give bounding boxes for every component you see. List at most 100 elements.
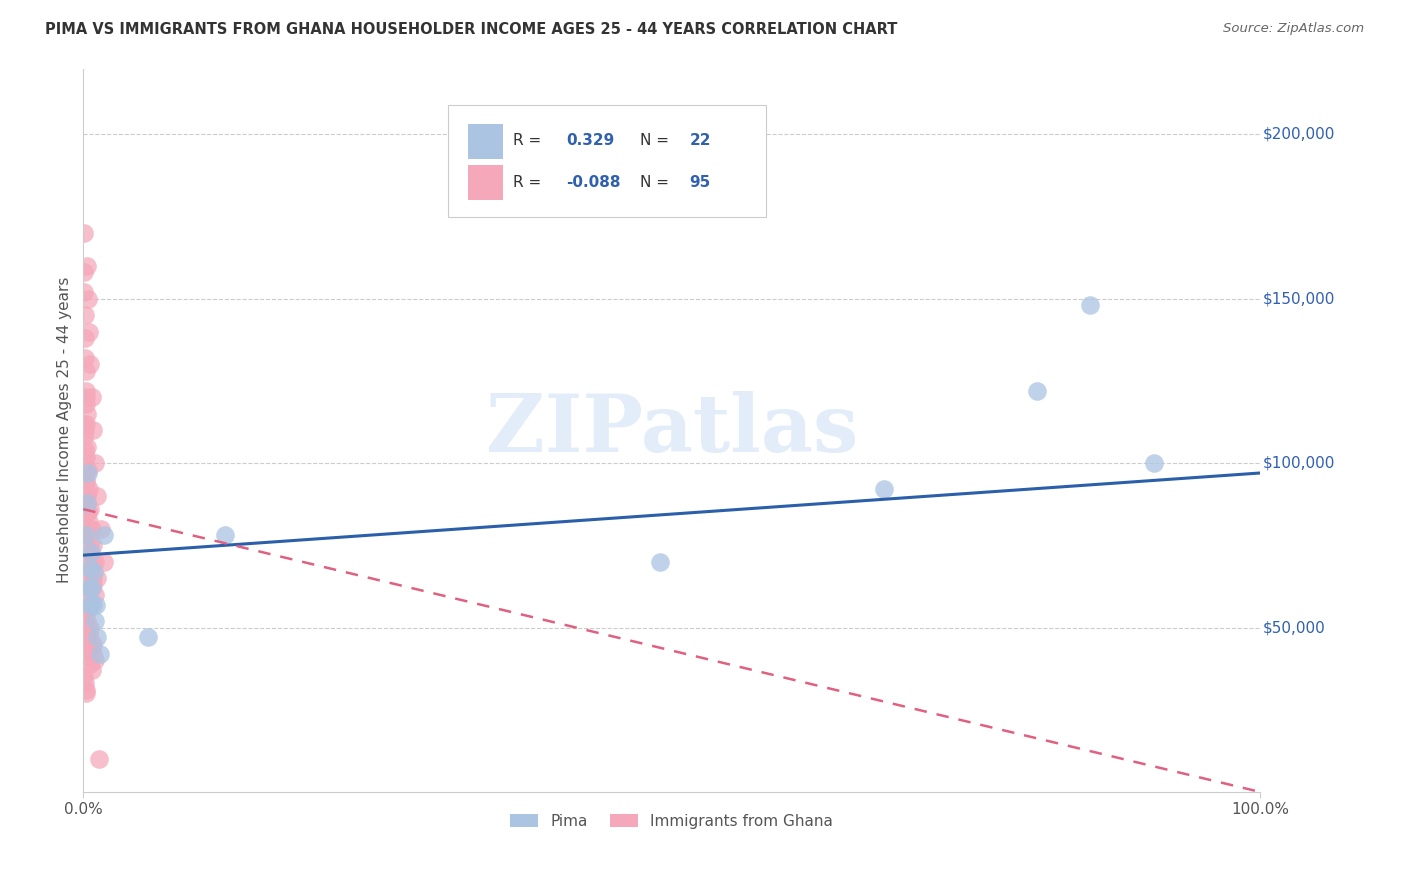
Point xyxy=(79,358,101,372)
Point xyxy=(73,670,96,684)
Point xyxy=(93,555,115,569)
Point xyxy=(75,686,97,700)
Text: 22: 22 xyxy=(689,134,711,148)
Point xyxy=(77,325,100,339)
Point xyxy=(75,631,97,645)
Point xyxy=(77,463,100,477)
Point xyxy=(73,456,96,470)
Point xyxy=(77,581,100,595)
Point xyxy=(84,456,107,470)
Point xyxy=(77,466,100,480)
Point xyxy=(75,364,97,378)
FancyBboxPatch shape xyxy=(468,124,503,159)
Point xyxy=(76,440,98,454)
Text: $150,000: $150,000 xyxy=(1263,291,1334,306)
Text: -0.088: -0.088 xyxy=(565,176,620,190)
Point xyxy=(84,653,107,667)
Point xyxy=(73,423,96,437)
FancyBboxPatch shape xyxy=(468,165,503,200)
Point xyxy=(90,522,112,536)
Point xyxy=(75,600,97,615)
Text: 0.329: 0.329 xyxy=(565,134,614,148)
Point xyxy=(79,621,101,635)
Point xyxy=(77,551,100,566)
Point xyxy=(75,390,97,404)
Point xyxy=(80,555,103,569)
Point xyxy=(87,752,110,766)
Point xyxy=(73,532,96,546)
Point xyxy=(73,584,96,599)
Point xyxy=(76,407,98,421)
Point xyxy=(82,647,104,661)
Point xyxy=(73,676,96,690)
Point xyxy=(214,528,236,542)
Point xyxy=(80,571,103,585)
Point xyxy=(82,423,104,437)
Point xyxy=(77,545,100,559)
Point xyxy=(77,292,100,306)
Point xyxy=(80,640,103,655)
Legend: Pima, Immigrants from Ghana: Pima, Immigrants from Ghana xyxy=(505,807,839,835)
Text: R =: R = xyxy=(513,134,541,148)
Point xyxy=(82,598,104,612)
Point xyxy=(76,574,98,589)
Point xyxy=(77,522,100,536)
Point xyxy=(84,598,107,612)
Point xyxy=(80,522,103,536)
Point xyxy=(73,442,96,457)
Point xyxy=(75,417,97,431)
Point xyxy=(75,466,97,480)
Text: $100,000: $100,000 xyxy=(1263,456,1334,471)
Point xyxy=(84,555,107,569)
Point xyxy=(75,473,97,487)
Point xyxy=(872,483,894,497)
Point xyxy=(1078,298,1101,312)
FancyBboxPatch shape xyxy=(449,104,766,217)
Point xyxy=(75,397,97,411)
Point xyxy=(77,581,100,595)
Point xyxy=(76,614,98,628)
Point xyxy=(76,495,98,509)
Point xyxy=(76,538,98,552)
Point xyxy=(77,650,100,665)
Text: Source: ZipAtlas.com: Source: ZipAtlas.com xyxy=(1223,22,1364,36)
Point xyxy=(80,581,103,595)
Point xyxy=(79,561,101,575)
Point xyxy=(79,598,101,612)
Point xyxy=(73,308,96,322)
Point xyxy=(1025,384,1047,398)
Point xyxy=(77,516,100,530)
Point xyxy=(77,505,100,519)
Point xyxy=(73,541,96,556)
Point xyxy=(76,259,98,273)
Point xyxy=(89,647,111,661)
Point xyxy=(75,548,97,562)
Point xyxy=(93,528,115,542)
Point xyxy=(82,637,104,651)
Point xyxy=(75,450,97,464)
Point xyxy=(86,631,108,645)
Point xyxy=(79,598,101,612)
Point xyxy=(73,522,96,536)
Point xyxy=(1143,456,1166,470)
Point xyxy=(79,538,101,552)
Text: N =: N = xyxy=(640,176,669,190)
Point xyxy=(75,607,97,622)
Point xyxy=(82,538,104,552)
Text: R =: R = xyxy=(513,176,541,190)
Point xyxy=(75,528,97,542)
Point xyxy=(77,505,100,519)
Point xyxy=(77,621,100,635)
Text: ZIPatlas: ZIPatlas xyxy=(485,392,858,469)
Text: N =: N = xyxy=(640,134,669,148)
Point xyxy=(83,565,105,579)
Point xyxy=(75,683,97,698)
Point xyxy=(79,502,101,516)
Point xyxy=(75,384,97,398)
Point xyxy=(80,545,103,559)
Point xyxy=(75,624,97,638)
Point xyxy=(79,657,101,671)
Point xyxy=(86,571,108,585)
Point xyxy=(77,483,100,497)
Y-axis label: Householder Income Ages 25 - 44 years: Householder Income Ages 25 - 44 years xyxy=(58,277,72,583)
